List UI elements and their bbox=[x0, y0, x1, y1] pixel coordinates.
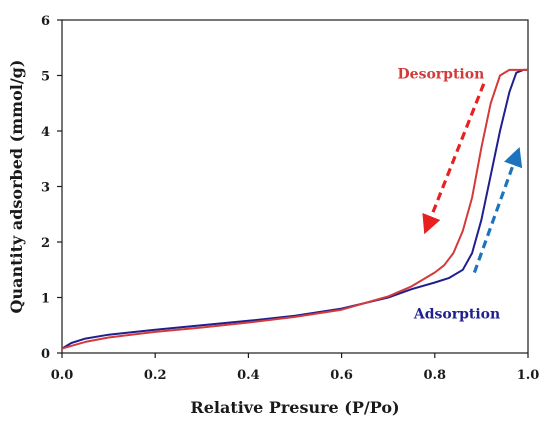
x-tick-label: 0.0 bbox=[51, 368, 74, 383]
adsorption-arrow bbox=[472, 146, 523, 274]
y-tick-label: 0 bbox=[41, 347, 50, 362]
x-axis-title: Relative Presure (P/Po) bbox=[190, 398, 399, 417]
y-tick-label: 2 bbox=[41, 236, 50, 251]
desorption-label: Desorption bbox=[398, 66, 485, 82]
y-axis-title: Quantity adsorbed (mmol/g) bbox=[7, 60, 26, 314]
y-axis: 0 1 2 3 4 5 6 bbox=[41, 14, 62, 362]
y-tick-label: 4 bbox=[41, 125, 50, 140]
adsorption-line bbox=[61, 68, 528, 350]
y-tick-label: 1 bbox=[41, 292, 50, 307]
x-tick-label: 0.2 bbox=[144, 368, 167, 383]
y-tick-label: 3 bbox=[41, 181, 50, 196]
y-tick-label: 6 bbox=[41, 14, 50, 29]
desorption-line bbox=[61, 68, 528, 350]
x-tick-label: 1.0 bbox=[517, 368, 540, 383]
annotation-layer: Desorption Adsorption bbox=[398, 66, 523, 323]
series-layer bbox=[61, 68, 528, 350]
x-tick-label: 0.8 bbox=[423, 368, 446, 383]
x-tick-label: 0.4 bbox=[237, 368, 260, 383]
y-tick-label: 5 bbox=[41, 70, 50, 85]
x-axis: 0.0 0.2 0.4 0.6 0.8 1.0 bbox=[51, 353, 540, 383]
desorption-arrow bbox=[422, 83, 486, 235]
adsorption-label: Adsorption bbox=[413, 307, 500, 323]
x-tick-label: 0.6 bbox=[330, 368, 353, 383]
